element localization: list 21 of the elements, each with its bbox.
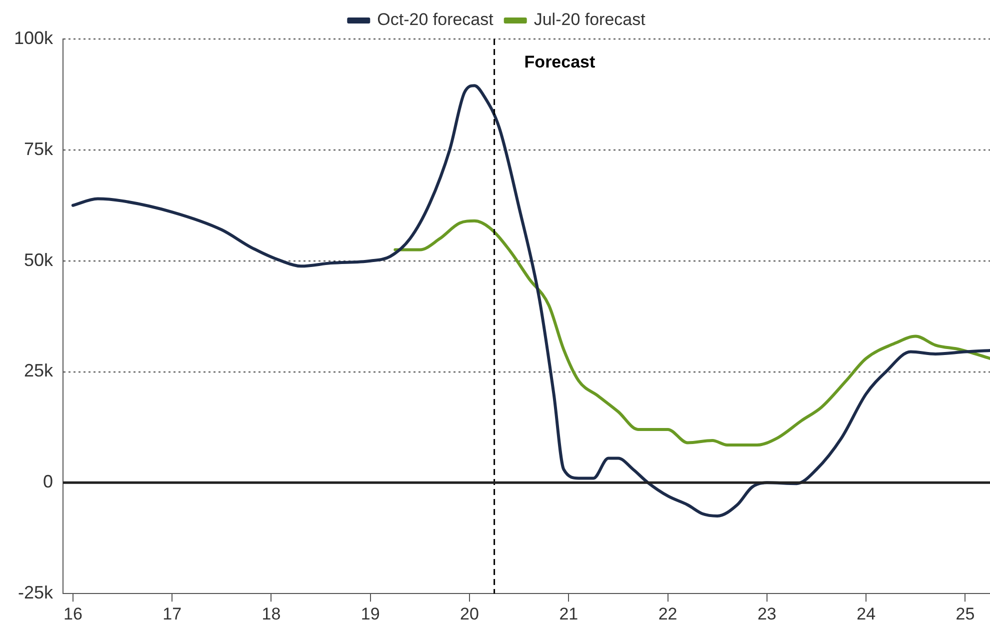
y-tick-label: -25k [18, 582, 54, 603]
legend-label: Jul-20 forecast [534, 10, 646, 30]
y-tick-label: 75k [24, 138, 54, 159]
y-tick-label: 25k [24, 360, 54, 381]
legend-label: Oct-20 forecast [377, 10, 494, 30]
x-tick-label: 24 [856, 604, 876, 624]
x-tick-label: 20 [460, 604, 479, 624]
x-tick-label: 25 [956, 604, 975, 624]
x-tick-label: 19 [360, 604, 380, 624]
x-tick-label: 22 [658, 604, 678, 624]
y-tick-label: 0 [43, 472, 54, 492]
ref-line-label: Forecast [524, 52, 596, 72]
x-tick-label: 17 [162, 604, 182, 624]
y-tick-label: 50k [24, 250, 54, 270]
y-tick-label: 100k [14, 28, 54, 48]
line-series [394, 219, 990, 446]
x-tick-label: 23 [757, 604, 776, 624]
x-tick-label: 16 [63, 604, 82, 624]
x-tick-label: 18 [262, 604, 281, 624]
line-series [71, 84, 990, 518]
x-tick-label: 21 [559, 604, 578, 624]
